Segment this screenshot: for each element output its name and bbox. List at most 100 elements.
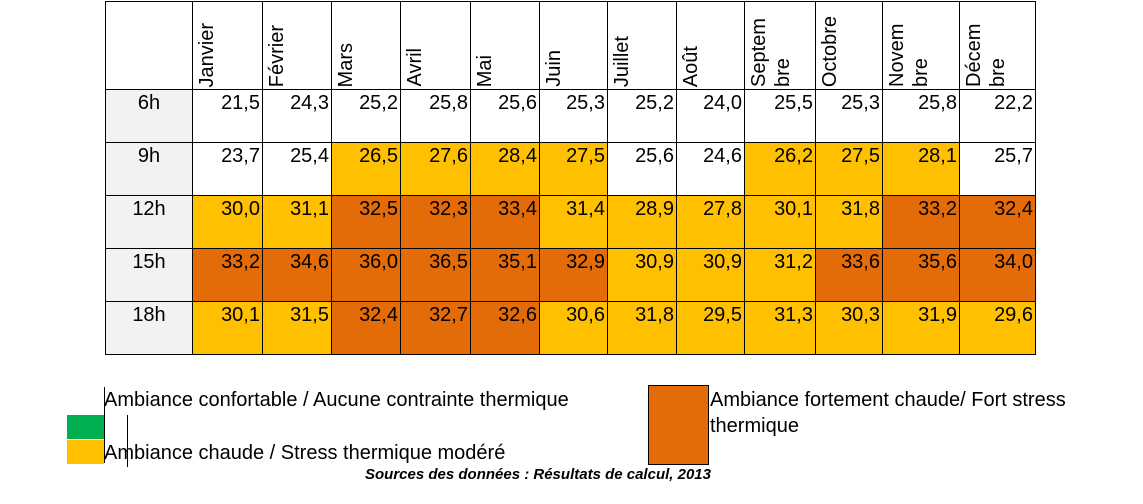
heatmap-cell: 35,6: [882, 248, 960, 302]
table-body: 6h 21,5 24,3 25,2 25,8 25,6 25,3 25,2 24,0 25,5 25…: [105, 89, 1036, 355]
heatmap-cell: 25,6: [607, 142, 677, 196]
legend-label-warm: Ambiance chaude / Stress thermique modér…: [104, 442, 506, 464]
heatmap-cell: 25,5: [744, 89, 816, 143]
table-row: 12h 30,0 31,1 32,5 32,3 33,4 31,4 28,9 27,8 30,1 3…: [105, 195, 1036, 249]
heatmap-cell: 27,5: [815, 142, 883, 196]
heatmap-cell: 25,2: [331, 89, 401, 143]
month-label: Juillet: [611, 35, 633, 87]
heatmap-cell: 25,8: [882, 89, 960, 143]
heatmap-cell: 29,6: [959, 301, 1036, 355]
heatmap-cell: 25,7: [959, 142, 1036, 196]
heatmap-cell: 31,8: [607, 301, 677, 355]
month-header: Avril: [400, 1, 471, 90]
month-label: Avril: [404, 48, 426, 87]
row-header-label: 6h: [105, 89, 193, 143]
heatmap-cell: 32,4: [959, 195, 1036, 249]
table-row: 18h 30,1 31,5 32,4 32,7 32,6 30,6 31,8 29,5 31,3 3…: [105, 301, 1036, 355]
heatmap-cell: 28,9: [607, 195, 677, 249]
legend-rule-left: [104, 387, 105, 463]
month-header: Juin: [539, 1, 608, 90]
heatmap-cell: 31,9: [882, 301, 960, 355]
heatmap-cell: 32,9: [539, 248, 608, 302]
heatmap-cell: 31,1: [262, 195, 332, 249]
heatmap-cell: 23,7: [192, 142, 263, 196]
month-header: Février: [262, 1, 332, 90]
heatmap-cell: 30,9: [676, 248, 745, 302]
heatmap-cell: 35,1: [470, 248, 540, 302]
heatmap-cell: 27,6: [400, 142, 471, 196]
heatmap-cell: 31,8: [815, 195, 883, 249]
month-header: Mai: [470, 1, 540, 90]
heatmap-cell: 24,0: [676, 89, 745, 143]
heatmap-cell: 29,5: [676, 301, 745, 355]
month-header: Octobre: [815, 1, 883, 90]
heatmap-cell: 25,6: [470, 89, 540, 143]
heatmap-cell: 26,2: [744, 142, 816, 196]
legend-rule-right: [127, 415, 128, 467]
heatmap-cell: 32,7: [400, 301, 471, 355]
heatmap-cell: 21,5: [192, 89, 263, 143]
heatmap-cell: 36,0: [331, 248, 401, 302]
month-label: Février: [266, 24, 288, 87]
table-row: 15h 33,2 34,6 36,0 36,5 35,1 32,9 30,9 30,9 31,2 3…: [105, 248, 1036, 302]
legend-swatch-hot: [648, 385, 709, 465]
heatmap-cell: 30,6: [539, 301, 608, 355]
heatmap-cell: 31,5: [262, 301, 332, 355]
month-label: Octobre: [819, 15, 841, 87]
row-header-label: 15h: [105, 248, 193, 302]
month-header: Décem bre: [959, 1, 1036, 90]
heatmap-cell: 30,0: [192, 195, 263, 249]
heatmap-table: Janvier Février Mars Avril Mai Juin Juillet Aoû…: [105, 1, 1036, 355]
month-label: Août: [680, 45, 702, 87]
heatmap-cell: 30,1: [192, 301, 263, 355]
legend-label-hot: Ambiance fortement chaude/ Fort stress t…: [710, 389, 1066, 437]
heatmap-cell: 25,3: [539, 89, 608, 143]
month-label: Septem bre: [748, 18, 794, 87]
heatmap-cell: 26,5: [331, 142, 401, 196]
month-header: Septem bre: [744, 1, 816, 90]
table-row: 6h 21,5 24,3 25,2 25,8 25,6 25,3 25,2 24,0 25,5 25…: [105, 89, 1036, 143]
heatmap-cell: 32,3: [400, 195, 471, 249]
legend-label-comfortable: Ambiance confortable / Aucune contrainte…: [104, 389, 569, 411]
heatmap-cell: 24,3: [262, 89, 332, 143]
heatmap-cell: 22,2: [959, 89, 1036, 143]
heatmap-cell: 33,2: [192, 248, 263, 302]
heatmap-cell: 34,6: [262, 248, 332, 302]
heatmap-cell: 24,6: [676, 142, 745, 196]
heatmap-cell: 30,1: [744, 195, 816, 249]
heatmap-cell: 31,2: [744, 248, 816, 302]
heatmap-cell: 33,4: [470, 195, 540, 249]
heatmap-cell: 30,3: [815, 301, 883, 355]
heatmap-cell: 30,9: [607, 248, 677, 302]
row-header-label: 12h: [105, 195, 193, 249]
month-header: Juillet: [607, 1, 677, 90]
month-label: Décem bre: [963, 23, 1009, 87]
month-label: Juin: [543, 50, 565, 87]
source-note: Sources des données : Résultats de calcu…: [365, 466, 711, 483]
legend-swatch-warm: [67, 440, 104, 464]
heatmap-cell: 28,1: [882, 142, 960, 196]
header-row: Janvier Février Mars Avril Mai Juin Juillet Aoû…: [105, 1, 1036, 90]
heatmap-cell: 34,0: [959, 248, 1036, 302]
heatmap-cell: 28,4: [470, 142, 540, 196]
heatmap-cell: 27,5: [539, 142, 608, 196]
heatmap-cell: 31,3: [744, 301, 816, 355]
month-header: Août: [676, 1, 745, 90]
month-label: Novem bre: [886, 23, 932, 87]
heatmap-cell: 33,6: [815, 248, 883, 302]
heatmap-cell: 25,4: [262, 142, 332, 196]
month-label: Janvier: [196, 22, 218, 87]
heatmap-cell: 25,2: [607, 89, 677, 143]
heatmap-cell: 32,6: [470, 301, 540, 355]
month-label: Mai: [474, 54, 496, 87]
heatmap-cell: 32,5: [331, 195, 401, 249]
month-header: Novem bre: [882, 1, 960, 90]
month-header: Janvier: [192, 1, 263, 90]
month-header: Mars: [331, 1, 401, 90]
table-row: 9h 23,7 25,4 26,5 27,6 28,4 27,5 25,6 24,6 26,2 27…: [105, 142, 1036, 196]
heatmap-cell: 25,3: [815, 89, 883, 143]
heatmap-cell: 27,8: [676, 195, 745, 249]
heatmap-cell: 31,4: [539, 195, 608, 249]
heatmap-cell: 33,2: [882, 195, 960, 249]
legend-swatch-comfortable: [67, 415, 104, 439]
